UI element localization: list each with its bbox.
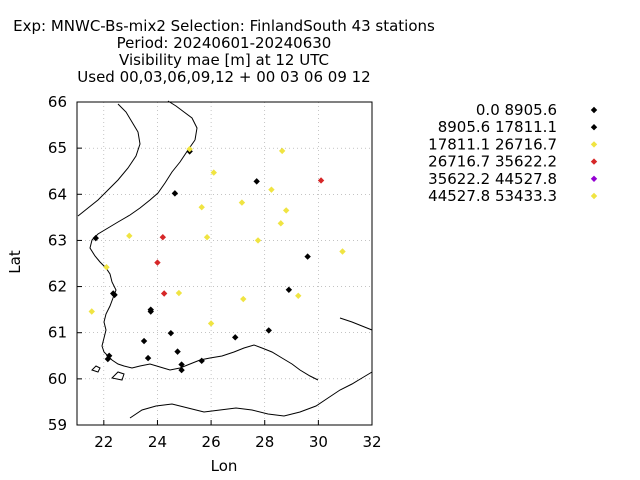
station-point <box>232 334 238 340</box>
x-axis-label: Lon <box>211 457 238 475</box>
station-point <box>154 259 160 265</box>
y-tick-label: 62 <box>48 278 67 296</box>
station-point <box>239 199 245 205</box>
legend-marker <box>591 158 597 164</box>
station-point <box>199 204 205 210</box>
station-point <box>279 148 285 154</box>
coastline-north <box>168 101 197 140</box>
legend-label: 44527.8 53433.3 <box>428 187 557 205</box>
y-tick-label: 66 <box>48 93 67 111</box>
legend-label: 17811.1 26716.7 <box>428 135 557 153</box>
y-tick-label: 61 <box>48 324 67 342</box>
station-point <box>208 320 214 326</box>
legend-label: 0.0 8905.6 <box>476 101 557 119</box>
y-tick-label: 65 <box>48 139 67 157</box>
chart-title: Exp: MNWC-Bs-mix2 Selection: FinlandSout… <box>13 17 435 86</box>
coastline-bothnia-east <box>78 104 140 216</box>
legend-marker <box>591 107 597 113</box>
station-point <box>141 338 147 344</box>
station-point <box>199 358 205 364</box>
legend-marker <box>591 141 597 147</box>
legend-marker <box>591 124 597 130</box>
station-point <box>103 264 109 270</box>
station-point <box>283 207 289 213</box>
station-point <box>278 220 284 226</box>
station-point <box>160 234 166 240</box>
title-line-1: Exp: MNWC-Bs-mix2 Selection: FinlandSout… <box>13 17 435 35</box>
coastline-map <box>78 101 372 418</box>
legend-label: 26716.7 35622.2 <box>428 153 557 171</box>
y-tick-label: 59 <box>48 416 67 434</box>
x-tick-label: 30 <box>309 433 328 451</box>
station-point <box>204 234 210 240</box>
title-line-2: Period: 20240601-20240630 <box>117 34 332 52</box>
station-point <box>240 296 246 302</box>
station-point <box>174 348 180 354</box>
station-point <box>304 253 310 259</box>
station-point <box>126 233 132 239</box>
y-tick-label: 64 <box>48 185 67 203</box>
station-point <box>211 169 217 175</box>
station-point <box>255 237 261 243</box>
station-point <box>161 290 167 296</box>
legend-label: 35622.2 44527.8 <box>428 170 557 188</box>
station-point <box>89 308 95 314</box>
station-point <box>172 190 178 196</box>
title-line-3: Visibility mae [m] at 12 UTC <box>119 51 329 69</box>
station-point <box>145 355 151 361</box>
y-tick-label: 60 <box>48 370 67 388</box>
title-line-4: Used 00,03,06,09,12 + 00 03 06 09 12 <box>77 68 370 86</box>
x-tick-label: 32 <box>362 433 381 451</box>
station-point <box>253 178 259 184</box>
station-point <box>339 248 345 254</box>
station-point <box>268 186 274 192</box>
station-point <box>168 330 174 336</box>
island-aland <box>92 366 100 372</box>
x-tick-label: 28 <box>255 433 274 451</box>
island-saaremaa <box>112 372 124 380</box>
x-tick-label: 24 <box>148 433 167 451</box>
border-east <box>340 318 372 330</box>
station-point <box>176 290 182 296</box>
y-axis-label: Lat <box>6 250 24 274</box>
grid-lines <box>77 102 372 425</box>
station-point <box>295 293 301 299</box>
axis-ticks <box>77 102 372 425</box>
legend-marker <box>591 193 597 199</box>
plot-frame <box>77 102 372 425</box>
legend-label: 8905.6 17811.1 <box>438 118 557 136</box>
x-tick-label: 22 <box>94 433 113 451</box>
station-point <box>318 177 324 183</box>
coastline-estonia <box>130 372 372 418</box>
tick-labels: 22 24 26 28 30 32 59 60 61 62 63 64 65 66 <box>48 93 382 451</box>
x-tick-label: 26 <box>202 433 221 451</box>
station-point <box>266 327 272 333</box>
coastline-west <box>90 140 318 380</box>
station-point <box>286 287 292 293</box>
y-tick-label: 63 <box>48 231 67 249</box>
data-points <box>89 146 346 373</box>
legend-marker <box>591 176 597 182</box>
